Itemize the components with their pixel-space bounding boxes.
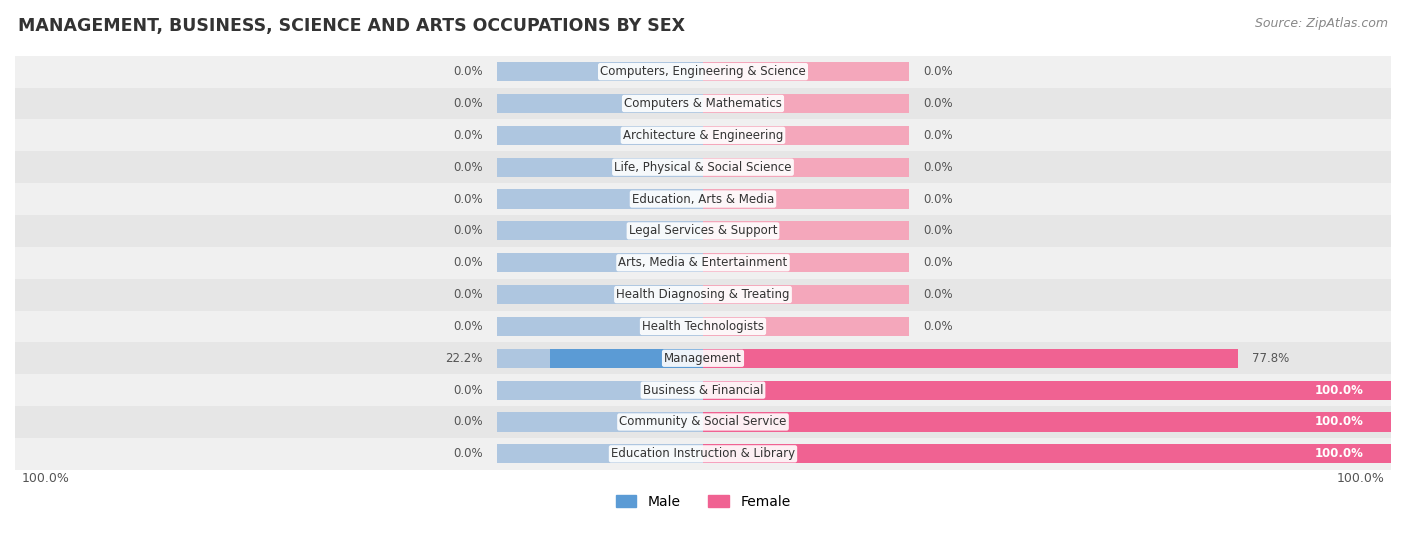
Bar [703, 413, 910, 432]
Bar [15, 374, 1391, 406]
Bar [703, 444, 910, 463]
Text: 0.0%: 0.0% [453, 224, 482, 238]
Bar [496, 126, 703, 145]
Bar [496, 285, 703, 304]
Text: Legal Services & Support: Legal Services & Support [628, 224, 778, 238]
Legend: Male, Female: Male, Female [610, 489, 796, 514]
Text: 100.0%: 100.0% [1315, 447, 1364, 460]
Text: Health Technologists: Health Technologists [643, 320, 763, 333]
Bar [703, 221, 910, 240]
Text: Business & Financial: Business & Financial [643, 383, 763, 397]
Text: 100.0%: 100.0% [22, 472, 70, 485]
Text: Computers, Engineering & Science: Computers, Engineering & Science [600, 65, 806, 78]
Bar [496, 62, 703, 81]
Bar [496, 253, 703, 272]
Text: 0.0%: 0.0% [924, 224, 953, 238]
Text: 0.0%: 0.0% [453, 288, 482, 301]
Text: 0.0%: 0.0% [924, 129, 953, 142]
Bar [703, 94, 910, 113]
Bar [15, 438, 1391, 470]
Bar [496, 349, 703, 368]
Text: Life, Physical & Social Science: Life, Physical & Social Science [614, 160, 792, 174]
Bar [496, 381, 703, 400]
Bar [496, 221, 703, 240]
Bar [496, 190, 703, 209]
Text: Education, Arts & Media: Education, Arts & Media [631, 192, 775, 206]
Text: 0.0%: 0.0% [453, 320, 482, 333]
Bar [496, 413, 703, 432]
Bar [15, 151, 1391, 183]
Bar [703, 381, 910, 400]
Bar [15, 247, 1391, 278]
Bar [15, 120, 1391, 151]
Bar [703, 317, 910, 336]
Text: 0.0%: 0.0% [453, 256, 482, 269]
Bar [550, 349, 703, 368]
Text: 0.0%: 0.0% [453, 65, 482, 78]
Text: 0.0%: 0.0% [924, 192, 953, 206]
Bar [496, 317, 703, 336]
Text: Arts, Media & Entertainment: Arts, Media & Entertainment [619, 256, 787, 269]
Bar [15, 310, 1391, 342]
Text: Community & Social Service: Community & Social Service [619, 415, 787, 429]
Text: 0.0%: 0.0% [924, 65, 953, 78]
Bar [703, 349, 1239, 368]
Text: Education Instruction & Library: Education Instruction & Library [612, 447, 794, 460]
Bar [703, 158, 910, 177]
Bar [703, 285, 910, 304]
Bar [703, 253, 910, 272]
Bar [15, 342, 1391, 374]
Text: 0.0%: 0.0% [453, 129, 482, 142]
Text: MANAGEMENT, BUSINESS, SCIENCE AND ARTS OCCUPATIONS BY SEX: MANAGEMENT, BUSINESS, SCIENCE AND ARTS O… [18, 17, 685, 35]
Bar [496, 158, 703, 177]
Bar [15, 56, 1391, 88]
Bar [15, 88, 1391, 120]
Bar [703, 413, 1391, 432]
Text: 0.0%: 0.0% [453, 415, 482, 429]
Text: 0.0%: 0.0% [924, 160, 953, 174]
Text: Source: ZipAtlas.com: Source: ZipAtlas.com [1254, 17, 1388, 30]
Text: 22.2%: 22.2% [446, 352, 482, 365]
Bar [15, 183, 1391, 215]
Text: 0.0%: 0.0% [924, 97, 953, 110]
Text: 100.0%: 100.0% [1315, 415, 1364, 429]
Bar [15, 278, 1391, 310]
Text: 100.0%: 100.0% [1336, 472, 1384, 485]
Text: 0.0%: 0.0% [924, 320, 953, 333]
Text: Architecture & Engineering: Architecture & Engineering [623, 129, 783, 142]
Bar [703, 381, 1391, 400]
Text: 100.0%: 100.0% [1315, 383, 1364, 397]
Bar [703, 190, 910, 209]
Text: Health Diagnosing & Treating: Health Diagnosing & Treating [616, 288, 790, 301]
Bar [15, 215, 1391, 247]
Bar [496, 94, 703, 113]
Bar [703, 444, 1391, 463]
Text: 0.0%: 0.0% [453, 160, 482, 174]
Text: Computers & Mathematics: Computers & Mathematics [624, 97, 782, 110]
Text: 0.0%: 0.0% [453, 97, 482, 110]
Text: Management: Management [664, 352, 742, 365]
Text: 0.0%: 0.0% [453, 383, 482, 397]
Bar [496, 444, 703, 463]
Text: 0.0%: 0.0% [453, 192, 482, 206]
Bar [703, 62, 910, 81]
Text: 77.8%: 77.8% [1251, 352, 1289, 365]
Bar [703, 349, 910, 368]
Text: 0.0%: 0.0% [924, 288, 953, 301]
Bar [703, 126, 910, 145]
Text: 0.0%: 0.0% [924, 256, 953, 269]
Text: 0.0%: 0.0% [453, 447, 482, 460]
Bar [15, 406, 1391, 438]
